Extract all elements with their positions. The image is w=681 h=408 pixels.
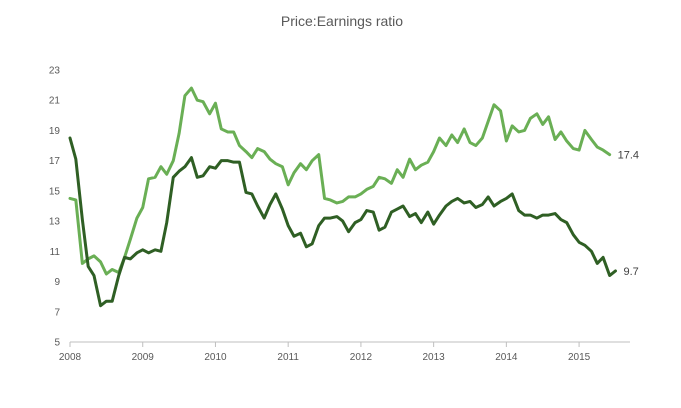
x-tick-label: 2011 — [277, 352, 299, 363]
y-tick-label: 13 — [49, 217, 61, 228]
x-tick-label: 2013 — [423, 352, 446, 363]
y-tick-label: 11 — [50, 247, 61, 258]
series-layer — [68, 86, 617, 308]
chart-title: Price:Earnings ratio — [281, 13, 403, 29]
y-tick-label: 19 — [49, 126, 61, 137]
y-tick-label: 23 — [49, 66, 61, 77]
x-tick-label: 2015 — [568, 352, 591, 363]
x-tick-label: 2014 — [495, 352, 518, 363]
y-axis: 5 7 9 11 13 15 17 19 21 23 — [49, 66, 61, 349]
y-tick-label: 17 — [49, 156, 61, 167]
y-tick-label: 15 — [49, 186, 61, 197]
y-tick-label: 21 — [49, 96, 61, 107]
x-tick-label: 2008 — [59, 352, 82, 363]
light-green-series-line — [68, 86, 612, 276]
x-tick-label: 2010 — [204, 352, 227, 363]
dark-green-series-line — [68, 136, 617, 308]
end-label-layer: 17.4 9.7 — [618, 150, 639, 278]
dark-green-end-label: 9.7 — [623, 266, 638, 278]
y-tick-label: 7 — [54, 307, 60, 318]
x-tick-label: 2009 — [132, 352, 155, 363]
y-tick-label: 5 — [54, 338, 60, 349]
x-axis: 2008 2009 2010 2011 2012 2013 2014 2015 — [59, 341, 630, 363]
light-green-end-label: 17.4 — [618, 150, 639, 162]
y-tick-label: 9 — [54, 277, 60, 288]
x-tick-label: 2012 — [350, 352, 373, 363]
